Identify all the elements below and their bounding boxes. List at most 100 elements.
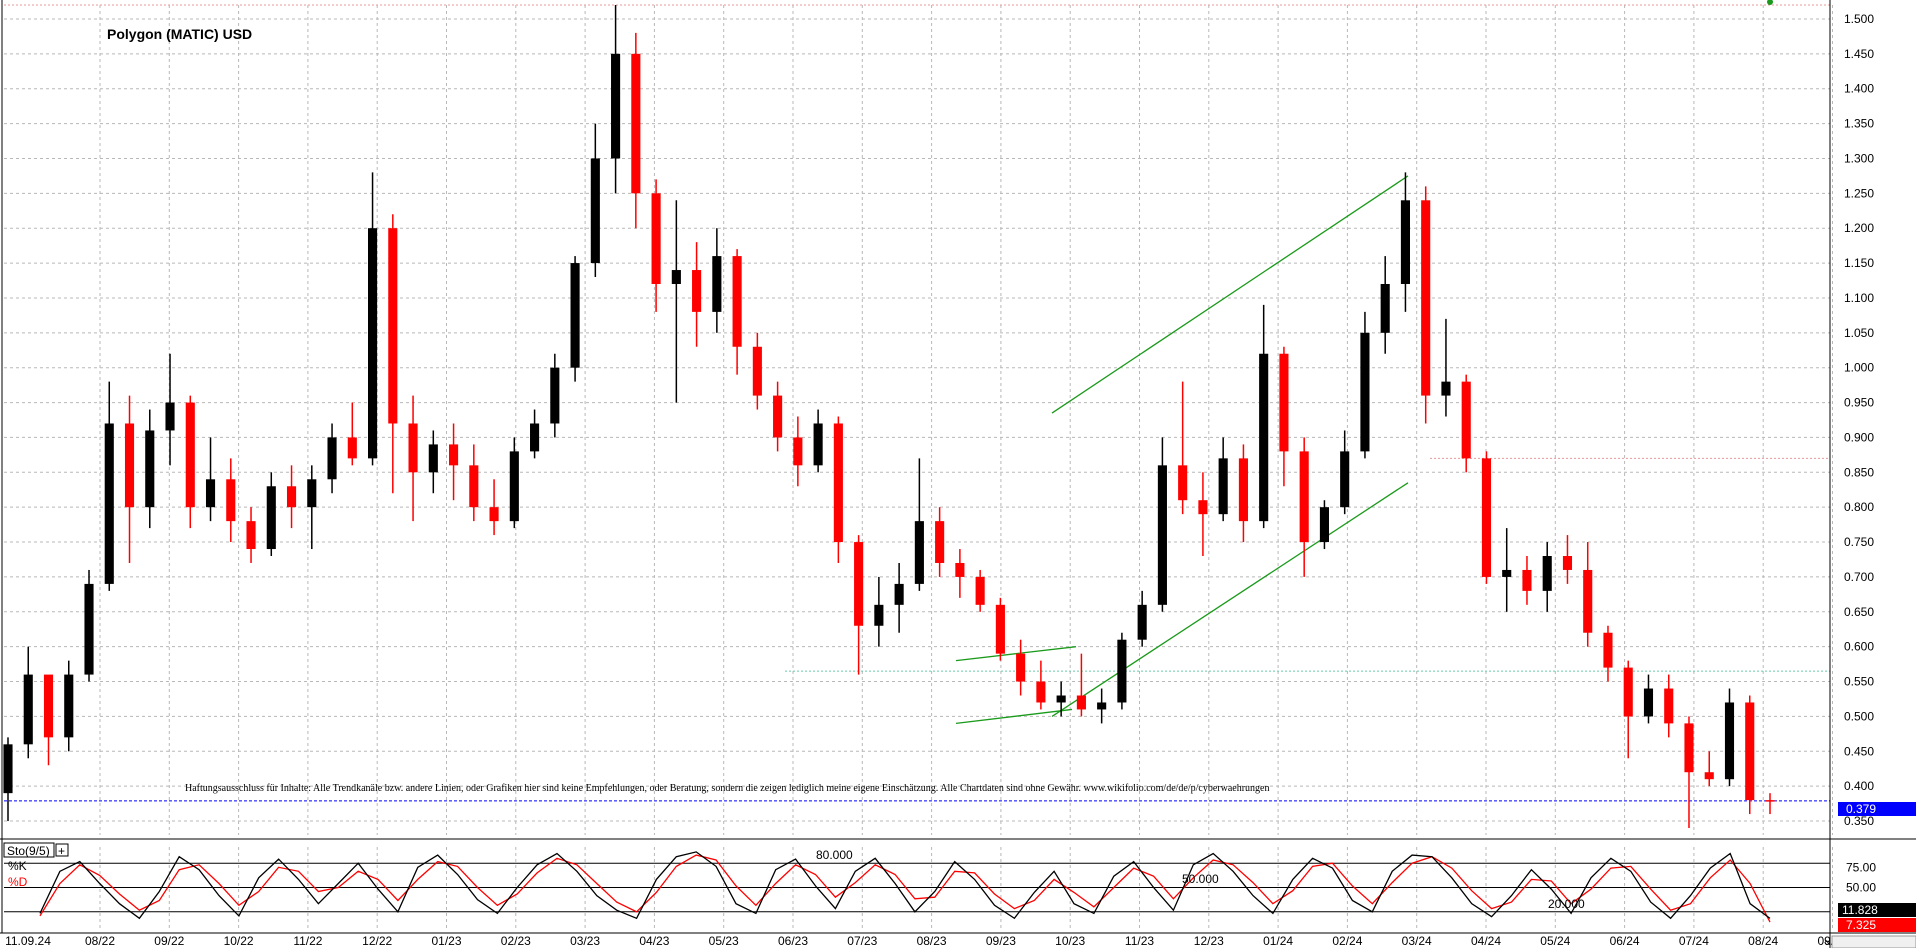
candle-body bbox=[773, 395, 783, 438]
d-value-badge bbox=[1838, 918, 1916, 932]
price-tick-label: 1.450 bbox=[1844, 47, 1874, 61]
candle-body bbox=[1583, 569, 1593, 633]
time-tick-label: 03/24 bbox=[1402, 934, 1432, 948]
candle-body bbox=[1117, 639, 1127, 703]
trendline-wedge_lower[interactable] bbox=[955, 708, 1073, 725]
price-tick-label: 0.450 bbox=[1844, 744, 1874, 758]
price-tick-label: 0.750 bbox=[1844, 535, 1874, 549]
candle-body bbox=[631, 53, 641, 194]
candle-body bbox=[530, 423, 540, 452]
price-tick-label: 0.650 bbox=[1844, 605, 1874, 619]
candle-body bbox=[347, 437, 357, 459]
stochastic-panel bbox=[4, 851, 1830, 923]
candle-body bbox=[611, 53, 621, 159]
price-tick-label: 0.550 bbox=[1844, 675, 1874, 689]
candle-body bbox=[874, 604, 884, 626]
candle-body bbox=[509, 451, 519, 522]
candle-body bbox=[752, 346, 762, 396]
candle-body bbox=[408, 423, 418, 473]
time-tick-label: 12/23 bbox=[1194, 934, 1224, 948]
price-tick-label: 0.850 bbox=[1844, 465, 1874, 479]
horizontal-scrollbar[interactable] bbox=[1831, 935, 1916, 948]
stoch-level-50: 50.000 bbox=[1182, 872, 1219, 886]
candle-body bbox=[995, 604, 1005, 654]
legend-d: %D bbox=[8, 875, 28, 889]
stoch-d-line bbox=[39, 854, 1771, 923]
candle-body bbox=[367, 228, 378, 459]
last-price-badge bbox=[1838, 802, 1916, 816]
time-tick-label: 04/23 bbox=[639, 934, 669, 948]
last-price-label: 0.379 bbox=[1846, 802, 1876, 816]
candle-body bbox=[1157, 465, 1167, 605]
candle-body bbox=[104, 423, 114, 584]
price-tick-label: 1.000 bbox=[1844, 361, 1874, 375]
scroll-arrow-icon[interactable]: « bbox=[1824, 935, 1831, 948]
price-tick-label: 1.100 bbox=[1844, 291, 1874, 305]
time-tick-label: 01/24 bbox=[1263, 934, 1293, 948]
candle-body bbox=[854, 542, 864, 626]
time-tick-label: 09/23 bbox=[986, 934, 1016, 948]
candles bbox=[3, 5, 1775, 829]
stoch-level-80: 80.000 bbox=[816, 848, 853, 862]
candle-body bbox=[550, 367, 560, 424]
candle-body bbox=[1076, 695, 1086, 710]
indicator-expand-icon[interactable] bbox=[55, 843, 69, 857]
candle-body bbox=[1684, 723, 1694, 773]
price-tick-label: 1.500 bbox=[1844, 12, 1874, 26]
time-tick-label: 08/22 bbox=[85, 934, 115, 948]
time-tick-label: 11.09.24 bbox=[5, 934, 51, 948]
trend-lines[interactable] bbox=[955, 175, 1409, 725]
candle-body bbox=[692, 270, 702, 312]
candle-body bbox=[1036, 681, 1046, 703]
candle-body bbox=[3, 744, 13, 794]
price-tick-label: 1.300 bbox=[1844, 151, 1874, 165]
signal-marker-icon bbox=[1767, 0, 1773, 5]
candle-body bbox=[935, 521, 945, 563]
candle-body bbox=[1198, 500, 1208, 515]
time-tick-label: 10/22 bbox=[224, 934, 254, 948]
time-tick-label: 07/24 bbox=[1679, 934, 1709, 948]
candle-body bbox=[793, 437, 803, 466]
candle-body bbox=[1664, 688, 1674, 724]
candle-body bbox=[388, 228, 398, 424]
price-tick-label: 1.150 bbox=[1844, 256, 1874, 270]
price-tick-label: 1.350 bbox=[1844, 117, 1874, 131]
stoch-tick-label: 50.00 bbox=[1846, 881, 1876, 895]
candle-body bbox=[1461, 381, 1471, 459]
candle-body bbox=[1016, 653, 1026, 682]
price-tick-label: 0.700 bbox=[1844, 570, 1874, 584]
time-tick-label: 07/23 bbox=[847, 934, 877, 948]
price-tick-label: 0.350 bbox=[1844, 814, 1874, 828]
stoch-tick-label: 75.00 bbox=[1846, 860, 1876, 874]
candle-body bbox=[894, 583, 904, 605]
candle-body bbox=[43, 674, 54, 738]
candle-body bbox=[1238, 458, 1248, 522]
candle-body bbox=[671, 270, 681, 284]
candle-body bbox=[955, 562, 965, 577]
candle-body bbox=[1623, 667, 1633, 717]
candle-body bbox=[1259, 353, 1269, 522]
candle-body bbox=[1380, 283, 1390, 333]
price-tick-label: 1.200 bbox=[1844, 221, 1874, 235]
time-tick-label: 09/22 bbox=[154, 934, 184, 948]
trendline-wedge_upper[interactable] bbox=[955, 646, 1077, 662]
time-tick-label: 03/23 bbox=[570, 934, 600, 948]
trendline-channel_upper[interactable] bbox=[1051, 175, 1409, 414]
time-tick-label: 08/23 bbox=[917, 934, 947, 948]
time-tick-label: 11/22 bbox=[293, 934, 322, 948]
candle-body bbox=[64, 674, 74, 738]
candle-body bbox=[165, 402, 175, 431]
candle-body bbox=[1745, 702, 1755, 801]
k-value: 11.828 bbox=[1842, 903, 1878, 917]
legend-k: %K bbox=[8, 859, 27, 873]
candle-body bbox=[1603, 632, 1613, 668]
indicator-name-box[interactable] bbox=[3, 842, 55, 858]
stoch-level-20: 20.000 bbox=[1548, 897, 1585, 911]
candle-body bbox=[1481, 458, 1492, 577]
candle-body bbox=[1056, 695, 1066, 703]
trendline-channel_lower[interactable] bbox=[1051, 482, 1409, 717]
candle-body bbox=[124, 423, 135, 508]
candle-body bbox=[286, 486, 297, 508]
